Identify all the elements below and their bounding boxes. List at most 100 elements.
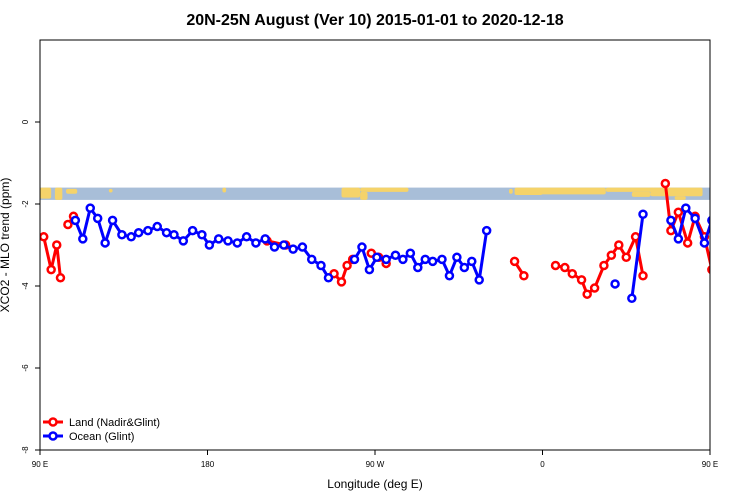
map-land-1 bbox=[54, 187, 63, 200]
series-0-point-7-6 bbox=[707, 265, 710, 274]
series-1-point-1-8 bbox=[413, 262, 423, 273]
y-tick-label-2: -4 bbox=[21, 282, 30, 290]
series-0-line-8 bbox=[742, 216, 749, 222]
plot-frame bbox=[39, 39, 711, 451]
legend: Land (Nadir&Glint) Ocean (Glint) bbox=[43, 417, 160, 443]
legend-swatch-marker-0 bbox=[48, 417, 58, 427]
series-1-point-1-10 bbox=[427, 256, 438, 267]
series-1-point-1-15 bbox=[467, 256, 477, 267]
series-1-point-0-28 bbox=[316, 260, 326, 271]
map-land-7 bbox=[360, 191, 368, 200]
series-1-point-0-29 bbox=[323, 273, 334, 283]
series-0-point-3-2 bbox=[342, 260, 352, 271]
x-axis: 90 E 180 90 W 0 90 E bbox=[32, 450, 718, 469]
series-0-point-7-0 bbox=[660, 178, 671, 189]
series-0-point-6-0 bbox=[550, 260, 561, 271]
x-tick-label-4: 90 E bbox=[702, 460, 718, 469]
series-1-point-0-20 bbox=[241, 232, 252, 242]
y-axis-label: XCO2 - MLO trend (ppm) bbox=[0, 178, 12, 313]
series-1-point-0-25 bbox=[288, 244, 298, 254]
series-1-point-0-22 bbox=[260, 234, 270, 244]
series-1-point-0-9 bbox=[143, 225, 153, 236]
series-1-point-0-15 bbox=[197, 230, 207, 240]
series-1-point-0-8 bbox=[133, 227, 144, 238]
series-1-point-0-7 bbox=[126, 232, 136, 242]
series-1-point-1-4 bbox=[381, 254, 391, 265]
series-1 bbox=[70, 203, 750, 304]
x-tick-label-1: 180 bbox=[201, 460, 215, 469]
legend-swatch-marker-1 bbox=[48, 431, 58, 441]
series-0-point-6-3 bbox=[576, 275, 587, 285]
series-0-line-0 bbox=[42, 236, 62, 278]
series-1-point-1-5 bbox=[390, 250, 401, 260]
y-tick-label-0: 0 bbox=[21, 119, 30, 124]
series-1-point-2-0 bbox=[610, 279, 620, 289]
series-1-point-0-5 bbox=[107, 215, 118, 226]
series-1-point-4-9 bbox=[744, 227, 750, 234]
series-1-point-4-3 bbox=[690, 213, 700, 224]
map-land-5 bbox=[341, 187, 361, 198]
series-1-point-0-17 bbox=[213, 234, 224, 244]
map-land-11 bbox=[605, 187, 655, 192]
chart-title: 20N-25N August (Ver 10) 2015-01-01 to 20… bbox=[186, 12, 563, 29]
map-land-13 bbox=[650, 187, 703, 197]
series-1-point-1-1 bbox=[357, 242, 367, 252]
series-1-point-1-7 bbox=[405, 248, 416, 258]
series-0-point-1-0 bbox=[63, 219, 73, 230]
series-1-point-3-1 bbox=[638, 209, 648, 219]
series-1-point-1-12 bbox=[444, 271, 455, 281]
legend-item-0: Land (Nadir&Glint) bbox=[43, 417, 160, 429]
series-0-point-6-2 bbox=[567, 268, 578, 279]
series-1-point-1-14 bbox=[459, 262, 470, 273]
series-1-point-3-0 bbox=[627, 293, 637, 304]
legend-label-0: Land (Nadir&Glint) bbox=[69, 417, 160, 429]
series-1-point-4-1 bbox=[673, 234, 684, 244]
series-0-point-6-10 bbox=[630, 232, 641, 242]
series-1-point-4-8 bbox=[734, 229, 741, 236]
series-0-point-6-6 bbox=[599, 260, 609, 271]
map-land-16 bbox=[727, 194, 734, 200]
series-0-point-6-11 bbox=[638, 271, 648, 281]
map-strip bbox=[40, 187, 749, 200]
series-1-point-0-24 bbox=[279, 240, 289, 250]
series-1-point-4-7 bbox=[725, 233, 732, 240]
series-0-point-6-8 bbox=[614, 240, 624, 250]
y-tick-label-1: -2 bbox=[21, 200, 30, 208]
x-tick-label-3: 0 bbox=[540, 460, 545, 469]
series-1-point-0-21 bbox=[251, 238, 261, 248]
series-0-point-7-8 bbox=[723, 276, 730, 283]
x-tick-label-0: 90 E bbox=[32, 460, 48, 469]
map-land-10 bbox=[538, 187, 606, 195]
series-1-point-4-2 bbox=[681, 203, 691, 213]
series-0-point-0-2 bbox=[52, 240, 62, 250]
series-1-point-1-9 bbox=[420, 254, 430, 265]
map-land-0 bbox=[40, 187, 52, 199]
series-1-point-0-10 bbox=[152, 221, 162, 232]
series-1-point-0-27 bbox=[306, 254, 317, 265]
series-0-point-6-1 bbox=[560, 262, 570, 273]
series-1-point-0-0 bbox=[70, 215, 81, 226]
series-1-point-1-13 bbox=[452, 252, 462, 263]
series-1-point-0-23 bbox=[269, 242, 280, 252]
series-1-point-1-0 bbox=[349, 254, 360, 265]
series-1-point-4-0 bbox=[666, 215, 676, 226]
map-land-2 bbox=[66, 188, 78, 194]
series-0-point-0-0 bbox=[40, 232, 49, 242]
series-1-point-0-2 bbox=[85, 203, 95, 213]
y-axis: 0 -2 -4 -6 -8 bbox=[21, 119, 40, 454]
series-0-point-5-0 bbox=[509, 256, 520, 267]
series-1-point-1-16 bbox=[474, 275, 484, 285]
series-0-point-6-5 bbox=[589, 283, 600, 293]
series-1-point-0-12 bbox=[169, 230, 179, 240]
series-1-point-0-1 bbox=[78, 234, 88, 244]
legend-item-1: Ocean (Glint) bbox=[43, 431, 134, 443]
series-1-point-1-2 bbox=[364, 264, 375, 275]
y-tick-label-3: -6 bbox=[21, 364, 30, 372]
map-land-17 bbox=[740, 193, 749, 199]
series-1-point-1-11 bbox=[437, 254, 447, 265]
series-1-line-3 bbox=[630, 214, 645, 299]
series-1-point-4-6 bbox=[718, 231, 725, 238]
series-1-point-0-6 bbox=[117, 230, 127, 240]
series-0-point-8-0 bbox=[738, 219, 745, 226]
